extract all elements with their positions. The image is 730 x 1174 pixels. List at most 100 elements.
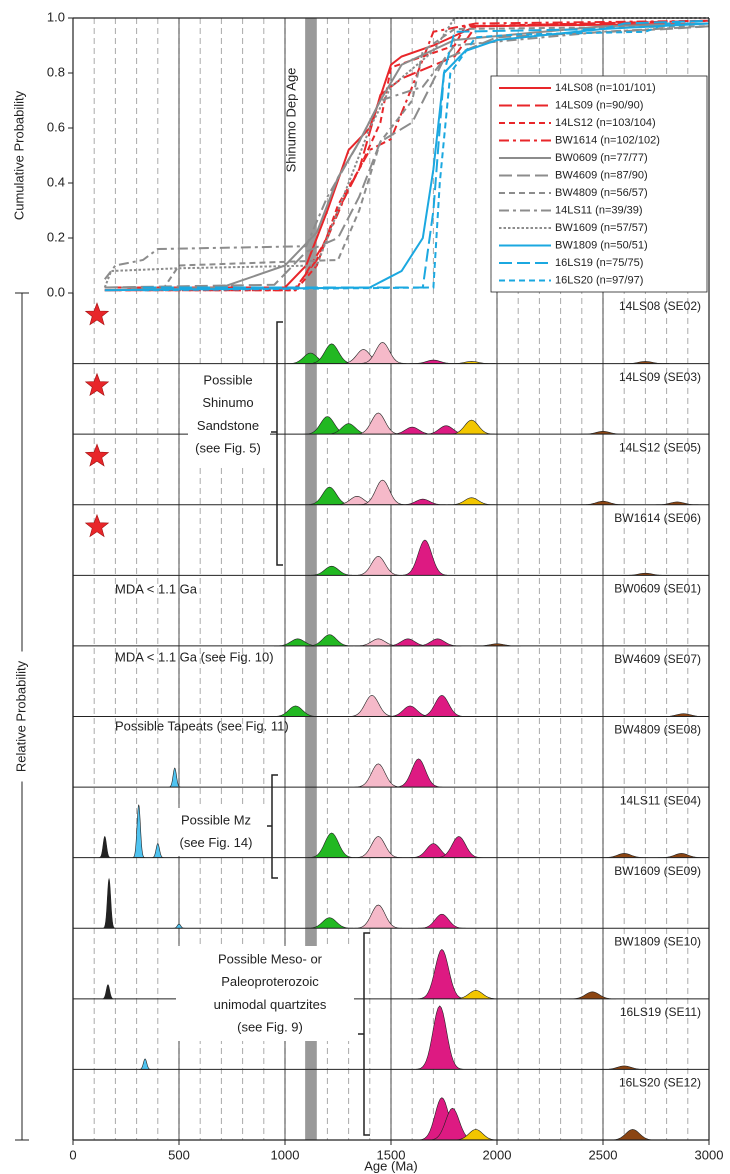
kde-peak: [600, 1065, 648, 1070]
x-tick-label: 1500: [377, 1147, 406, 1162]
kde-peak: [307, 832, 356, 858]
annotation: unimodal quartzites: [214, 997, 327, 1012]
x-tick-label: 3000: [695, 1147, 724, 1162]
kde-peak: [103, 877, 116, 929]
kde-peak: [102, 984, 114, 1000]
panel-label: 16LS20 (SE12): [619, 1076, 701, 1090]
annotation: Possible Meso- or: [218, 951, 323, 966]
star: [84, 443, 110, 467]
kde-peak: [418, 949, 466, 1000]
annotation: Sandstone: [197, 418, 259, 433]
annotation-bg: [163, 808, 267, 856]
annotation-bg: [188, 366, 270, 464]
panel-label: 14LS11 (SE04): [620, 793, 701, 807]
annotation: Possible Tapeats (see Fig. 11): [115, 718, 289, 733]
y-tick-label: 0.8: [47, 64, 65, 79]
kde-peak: [348, 695, 396, 717]
kde-peak: [358, 342, 407, 364]
star: [84, 372, 110, 396]
x-tick-label: 2500: [589, 1147, 618, 1162]
kde-peak: [173, 923, 185, 929]
cumulative-line: [104, 19, 710, 292]
legend-label: BW0609 (n=77/77): [555, 152, 648, 164]
kde-peak: [579, 500, 627, 506]
kde-peak: [168, 767, 181, 788]
kde-peak: [657, 853, 706, 858]
annotation: Paleoproterozoic: [221, 974, 319, 989]
kde-peak: [358, 479, 407, 505]
legend-label: BW1809 (n=50/51): [555, 239, 648, 251]
y-tick-label: 0.6: [47, 119, 65, 134]
legend-label: 14LS08 (n=101/101): [555, 82, 656, 94]
kde-peak: [354, 836, 403, 858]
x-axis-label: Age (Ma): [364, 1158, 417, 1173]
band-label: Shinumo Dep Age: [284, 68, 299, 173]
legend-label: BW1614 (n=102/102): [555, 134, 660, 146]
legend-box: [490, 75, 708, 293]
kde-peak: [132, 804, 145, 858]
annotation: (see Fig. 9): [237, 1020, 303, 1035]
legend-label: 14LS11 (n=39/39): [555, 204, 643, 216]
kde-peak: [568, 991, 617, 1000]
kde-peak: [151, 843, 164, 858]
annotation: MDA < 1.1 Ga: [115, 581, 198, 596]
panel-label: 14LS09 (SE03): [619, 370, 701, 384]
y-tick-label: 0.0: [47, 284, 65, 299]
dep-age-band: [305, 18, 317, 1140]
y-axis-label: Cumulative Probability: [11, 90, 26, 220]
kde-peak: [98, 835, 111, 858]
annotation-bg: [176, 946, 354, 1041]
kde-peak: [418, 695, 466, 717]
legend-label: 14LS09 (n=90/90): [555, 99, 643, 111]
annotation: Shinumo: [202, 395, 253, 410]
cumulative-line: [142, 22, 709, 292]
plot-body: [73, 17, 710, 1141]
kde-peak: [600, 853, 648, 858]
legend-label: BW1609 (n=57/57): [555, 222, 648, 234]
panel-label: 14LS08 (SE02): [619, 299, 701, 313]
y-tick-label: 1.0: [47, 9, 65, 24]
panel-label: BW1609 (SE09): [614, 864, 701, 878]
kde-peak: [354, 904, 403, 929]
star: [84, 513, 110, 538]
legend-label: 16LS19 (n=75/75): [555, 257, 643, 269]
kde-peak: [418, 913, 466, 929]
panel-label: BW1809 (SE10): [614, 934, 701, 948]
kde-peak: [435, 836, 483, 858]
cumulative-line: [103, 17, 709, 288]
legend-label: 14LS12 (n=103/104): [555, 117, 656, 129]
star: [84, 302, 110, 326]
x-tick-label: 0: [69, 1147, 76, 1162]
annotation: Possible Mz: [181, 812, 251, 827]
legend-label: 16LS20 (n=97/97): [555, 274, 643, 286]
cumulative-line: [104, 25, 710, 280]
kde-peak: [415, 1005, 464, 1070]
bracket: [358, 932, 370, 1136]
panel-label: 16LS19 (SE11): [620, 1005, 701, 1019]
bracket: [271, 321, 283, 566]
kde-peak: [354, 412, 403, 435]
legend-label: BW4609 (n=87/90): [555, 169, 648, 181]
x-tick-label: 1000: [271, 1147, 300, 1162]
kde-peak: [394, 758, 443, 788]
annotation: MDA < 1.1 Ga (see Fig. 10): [115, 649, 274, 664]
panel-label: BW0609 (SE01): [614, 582, 701, 596]
annotation: Possible: [203, 372, 252, 387]
panel-label: BW4809 (SE08): [614, 723, 701, 737]
panel-label: BW4609 (SE07): [614, 652, 701, 666]
annotation: (see Fig. 5): [195, 441, 261, 456]
y-axis-label: Relative Probability: [13, 660, 28, 772]
panel-label: BW1614 (SE06): [614, 511, 701, 525]
bracket: [266, 774, 278, 879]
kde-peak: [354, 763, 403, 788]
cumulative-line: [142, 19, 710, 289]
panel-label: 14LS12 (SE05): [619, 440, 701, 454]
y-tick-label: 0.2: [47, 229, 65, 244]
kde-peak: [139, 1058, 152, 1070]
kde-peak: [447, 419, 496, 435]
kde-peak: [608, 1129, 657, 1141]
annotation: (see Fig. 14): [180, 835, 253, 850]
kde-peak: [409, 359, 458, 364]
legend-label: BW4809 (n=56/57): [555, 187, 648, 199]
